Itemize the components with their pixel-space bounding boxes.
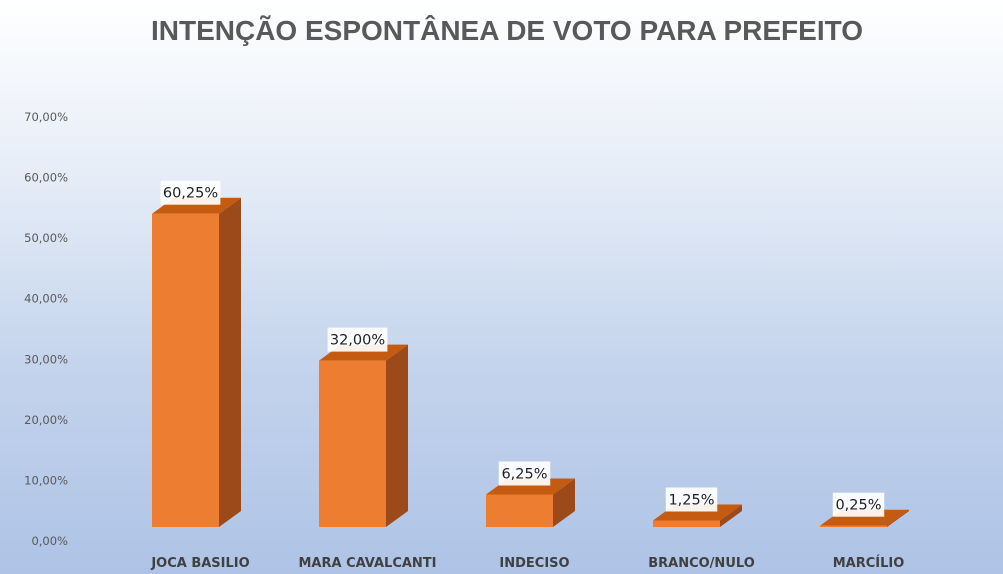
bar-side-face xyxy=(887,509,909,527)
bar xyxy=(486,478,575,527)
bar-side-face xyxy=(553,478,575,527)
data-label-text: 0,25% xyxy=(835,498,881,514)
y-tick-label: 70,00% xyxy=(24,110,68,124)
data-label-text: 1,25% xyxy=(668,493,714,509)
bar-front-face xyxy=(319,360,386,527)
bars-group xyxy=(152,197,909,527)
bar-side-face xyxy=(720,504,742,527)
bar xyxy=(152,197,241,527)
y-tick-label: 60,00% xyxy=(24,171,68,185)
data-label: 60,25% xyxy=(160,180,221,205)
x-tick-label: INDECISO xyxy=(499,556,569,571)
y-tick-label: 10,00% xyxy=(24,473,68,487)
data-label: 6,25% xyxy=(498,461,551,486)
data-label: 32,00% xyxy=(327,327,388,352)
bar-front-face xyxy=(486,494,553,527)
data-label: 0,25% xyxy=(832,492,885,517)
data-label-box xyxy=(832,492,885,517)
bar-side-face xyxy=(386,344,408,527)
data-label-text: 60,25% xyxy=(163,186,218,202)
y-tick-label: 0,00% xyxy=(31,534,68,548)
data-label-box xyxy=(665,487,718,512)
x-tick-label: BRANCO/NULO xyxy=(648,556,755,571)
y-axis: 0,00% 10,00% 20,00% 30,00% 40,00% 50,00% 60,00… xyxy=(24,110,68,548)
bar-front-face xyxy=(653,520,720,527)
data-label-box xyxy=(160,180,221,205)
bar-side-face xyxy=(219,197,241,527)
bar-front-face xyxy=(152,213,219,527)
y-tick-label: 20,00% xyxy=(24,413,68,427)
bar xyxy=(319,344,408,527)
y-tick-label: 50,00% xyxy=(24,231,68,245)
data-label-text: 6,25% xyxy=(501,467,547,483)
x-axis: JOCA BASILIO MARA CAVALCANTI INDECISO BRANC… xyxy=(150,555,904,571)
bar-front-face xyxy=(820,525,887,527)
chart-title: INTENÇÃO ESPONTÂNEA DE VOTO PARA PREFEIT… xyxy=(151,15,863,46)
data-label-text: 32,00% xyxy=(330,333,385,349)
x-tick-label: JOCA BASILIO xyxy=(150,556,249,571)
y-tick-label: 40,00% xyxy=(24,292,68,306)
data-labels-group: 60,25% 32,00% 6,25% 1,25% 0,25% xyxy=(160,180,885,517)
x-tick-label: MARA CAVALCANTI xyxy=(298,556,436,571)
data-label-box xyxy=(498,461,551,486)
y-tick-label: 30,00% xyxy=(24,352,68,366)
data-label: 1,25% xyxy=(665,487,718,512)
x-tick-label: MARCÍLIO xyxy=(833,555,905,571)
data-label-box xyxy=(327,327,388,352)
